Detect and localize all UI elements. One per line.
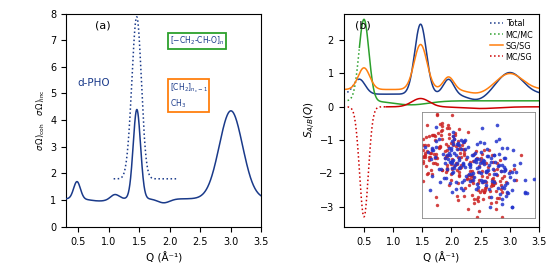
X-axis label: Q (Å⁻¹): Q (Å⁻¹) xyxy=(146,252,182,264)
Text: $\mathregular{[CH_2]_{n_c-1}}$
$\mathregular{CH_3}$: $\mathregular{[CH_2]_{n_c-1}}$ $\mathreg… xyxy=(169,82,207,110)
X-axis label: Q (Å⁻¹): Q (Å⁻¹) xyxy=(423,252,459,264)
Text: d-PHO: d-PHO xyxy=(78,78,111,88)
Legend: Total, MC/MC, SG/SG, MC/SG: Total, MC/MC, SG/SG, MC/SG xyxy=(489,18,535,63)
Text: (b): (b) xyxy=(355,21,371,31)
Y-axis label: $S_{A/B}(Q)$: $S_{A/B}(Q)$ xyxy=(303,102,318,139)
Text: (a): (a) xyxy=(95,21,111,31)
Text: $\mathregular{[-CH_2\text{-}CH\text{-}O]_n}$: $\mathregular{[-CH_2\text{-}CH\text{-}O]… xyxy=(169,35,224,47)
Y-axis label: $\sigma\,\Omega)_{\rm coh}$   $\sigma\,\Omega)_{\rm inc}$: $\sigma\,\Omega)_{\rm coh}$ $\sigma\,\Om… xyxy=(35,89,47,151)
